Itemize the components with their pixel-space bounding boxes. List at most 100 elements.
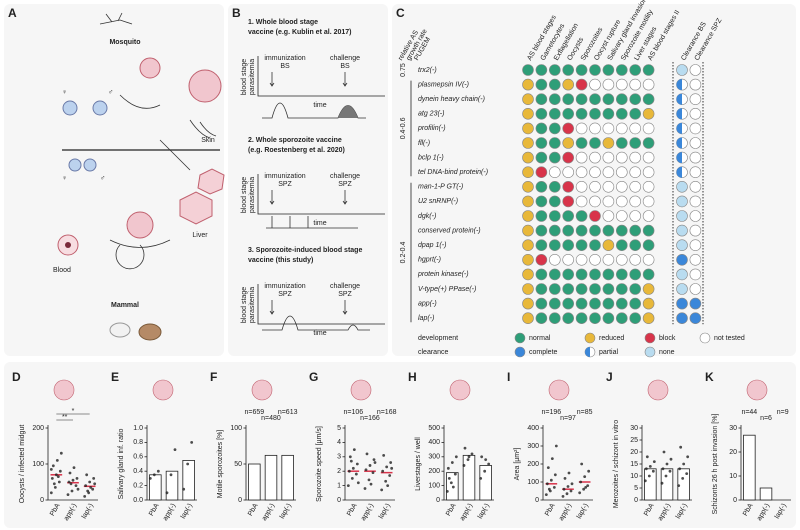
state-dot (642, 137, 655, 149)
state-dot (689, 195, 702, 208)
state-dot (629, 181, 642, 193)
state-dot (548, 166, 561, 178)
state-dot (589, 181, 601, 193)
gene-name: atg 23(-) (418, 111, 444, 118)
data-point (55, 459, 59, 462)
data-point (76, 487, 80, 491)
data-point (587, 469, 591, 473)
data-point (88, 480, 92, 484)
data-point (363, 487, 367, 490)
y-axis-label: blood stage (241, 177, 248, 213)
state-dot (676, 181, 688, 193)
data-point (388, 474, 392, 477)
data-point (51, 464, 55, 468)
y-tick-label: 200 (428, 468, 440, 475)
data-point (53, 486, 57, 489)
state-dot (562, 151, 575, 164)
state-dot (602, 93, 615, 105)
data-point (165, 491, 169, 495)
data-point (662, 450, 666, 454)
panel-label: F (210, 370, 217, 384)
state-dot (589, 122, 601, 135)
scheme-title: vaccine (this study) (248, 257, 313, 264)
data-point (372, 458, 376, 462)
n-label: n=6 (760, 415, 772, 422)
y-tick-label: 15 (630, 461, 638, 468)
data-point (346, 484, 350, 487)
state-dot (676, 224, 688, 237)
state-dot (629, 122, 642, 135)
stage-label: Mammal (111, 302, 139, 309)
data-point (669, 457, 673, 461)
state-dot (535, 239, 548, 251)
state-dot (642, 239, 655, 251)
state-dot (676, 253, 688, 266)
state-dot (689, 224, 702, 237)
state-dot (562, 195, 575, 208)
y-tick-label: 25 (630, 437, 638, 444)
state-dot (589, 108, 601, 120)
bottom-bg (4, 362, 796, 528)
bar (660, 468, 674, 501)
x-axis-label: time (313, 330, 326, 337)
state-dot (522, 93, 534, 105)
state-dot (602, 283, 615, 295)
state-dot (629, 268, 642, 281)
state-dot (589, 151, 601, 164)
data-point (682, 462, 686, 466)
state-dot (562, 137, 575, 149)
gene-name: plasmepsin IV(-) (417, 81, 469, 88)
legend-title: development (418, 335, 458, 342)
n-label: n=196 (541, 409, 561, 416)
panel-label: G (309, 370, 318, 384)
state-dot (629, 224, 642, 237)
data-point (93, 482, 97, 486)
state-dot (629, 195, 642, 208)
state-dot (522, 253, 534, 266)
state-dot (642, 64, 655, 76)
data-point (686, 455, 690, 459)
state-dot (629, 78, 642, 91)
state-dot (522, 108, 534, 120)
panel-label: B (232, 6, 241, 20)
legend-label: complete (529, 349, 558, 356)
gene-name: hgprt(-) (418, 257, 441, 264)
n-label: n=106 (343, 409, 363, 416)
data-point (354, 472, 358, 476)
state-dot (535, 108, 548, 120)
data-point (84, 484, 88, 487)
data-point (665, 462, 669, 466)
data-point (462, 464, 466, 467)
n-label: n=166 (360, 415, 380, 422)
state-dot (548, 297, 561, 310)
state-dot (589, 195, 601, 208)
panel-label: C (396, 6, 405, 20)
state-dot (642, 151, 655, 164)
arrow (269, 190, 348, 205)
state-dot (602, 122, 615, 135)
state-dot (615, 181, 628, 193)
data-point (182, 487, 186, 491)
state-dot (676, 297, 688, 310)
state-dot (562, 210, 575, 222)
scheme-note: immunization (264, 173, 305, 180)
state-dot (602, 224, 615, 237)
state-dot (689, 181, 702, 193)
gene-name: trx2(-) (418, 67, 437, 74)
data-point (371, 471, 375, 475)
bar (479, 465, 492, 501)
data-point (660, 481, 664, 485)
y-tick-label: 4 (337, 439, 341, 446)
gene-name: fll(-) (418, 140, 430, 147)
y-tick-label: 3 (337, 454, 341, 461)
scheme-axis (257, 56, 385, 97)
state-dot (689, 297, 702, 310)
content: A Mosquito Skin Liver Blood Mammal ♀ ♀ ♂ ♂ B 1. Who… (8, 0, 791, 522)
state-dot (642, 108, 655, 120)
gene-name: dpap 1(-) (418, 242, 446, 249)
state-dot (522, 78, 534, 91)
data-point (664, 474, 668, 478)
data-point (190, 441, 194, 444)
state-dot (589, 283, 601, 295)
state-dot (602, 195, 615, 208)
